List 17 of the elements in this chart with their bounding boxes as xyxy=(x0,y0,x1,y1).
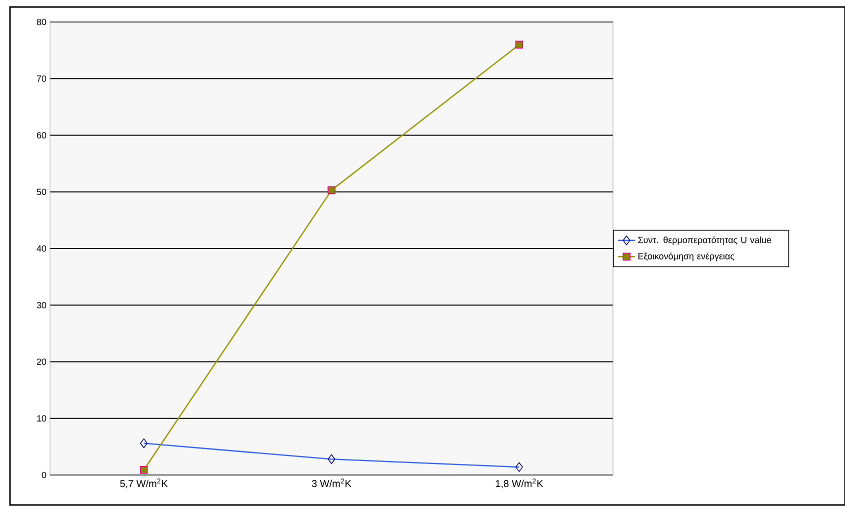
legend-label: Συντ. θερμοπερατότητας U value xyxy=(638,236,772,245)
y-tick-label: 30 xyxy=(36,302,46,308)
x-tick-label: 1,8 W/m$^{2}$K xyxy=(496,478,544,488)
y-tick-label: 40 xyxy=(36,245,46,252)
point xyxy=(328,186,336,194)
y-tick-label: 10 xyxy=(37,415,46,422)
legend-label: Εξοικονόμηση ενέργειας xyxy=(638,252,734,262)
x-tick-label: 3 W/m$^{2}$K xyxy=(312,478,352,488)
y-tick-label: 0 xyxy=(42,472,46,478)
y-tick-label: 80 xyxy=(36,18,46,26)
y-tick-label: 70 xyxy=(36,75,46,82)
y-tick-label: 20 xyxy=(36,358,46,365)
y-tick-label: 60 xyxy=(36,132,46,138)
x-tick-label: 5,7 W/m$^{2}$K xyxy=(120,478,168,488)
point xyxy=(515,40,524,49)
point xyxy=(140,466,148,474)
y-tick-label: 50 xyxy=(36,188,46,196)
